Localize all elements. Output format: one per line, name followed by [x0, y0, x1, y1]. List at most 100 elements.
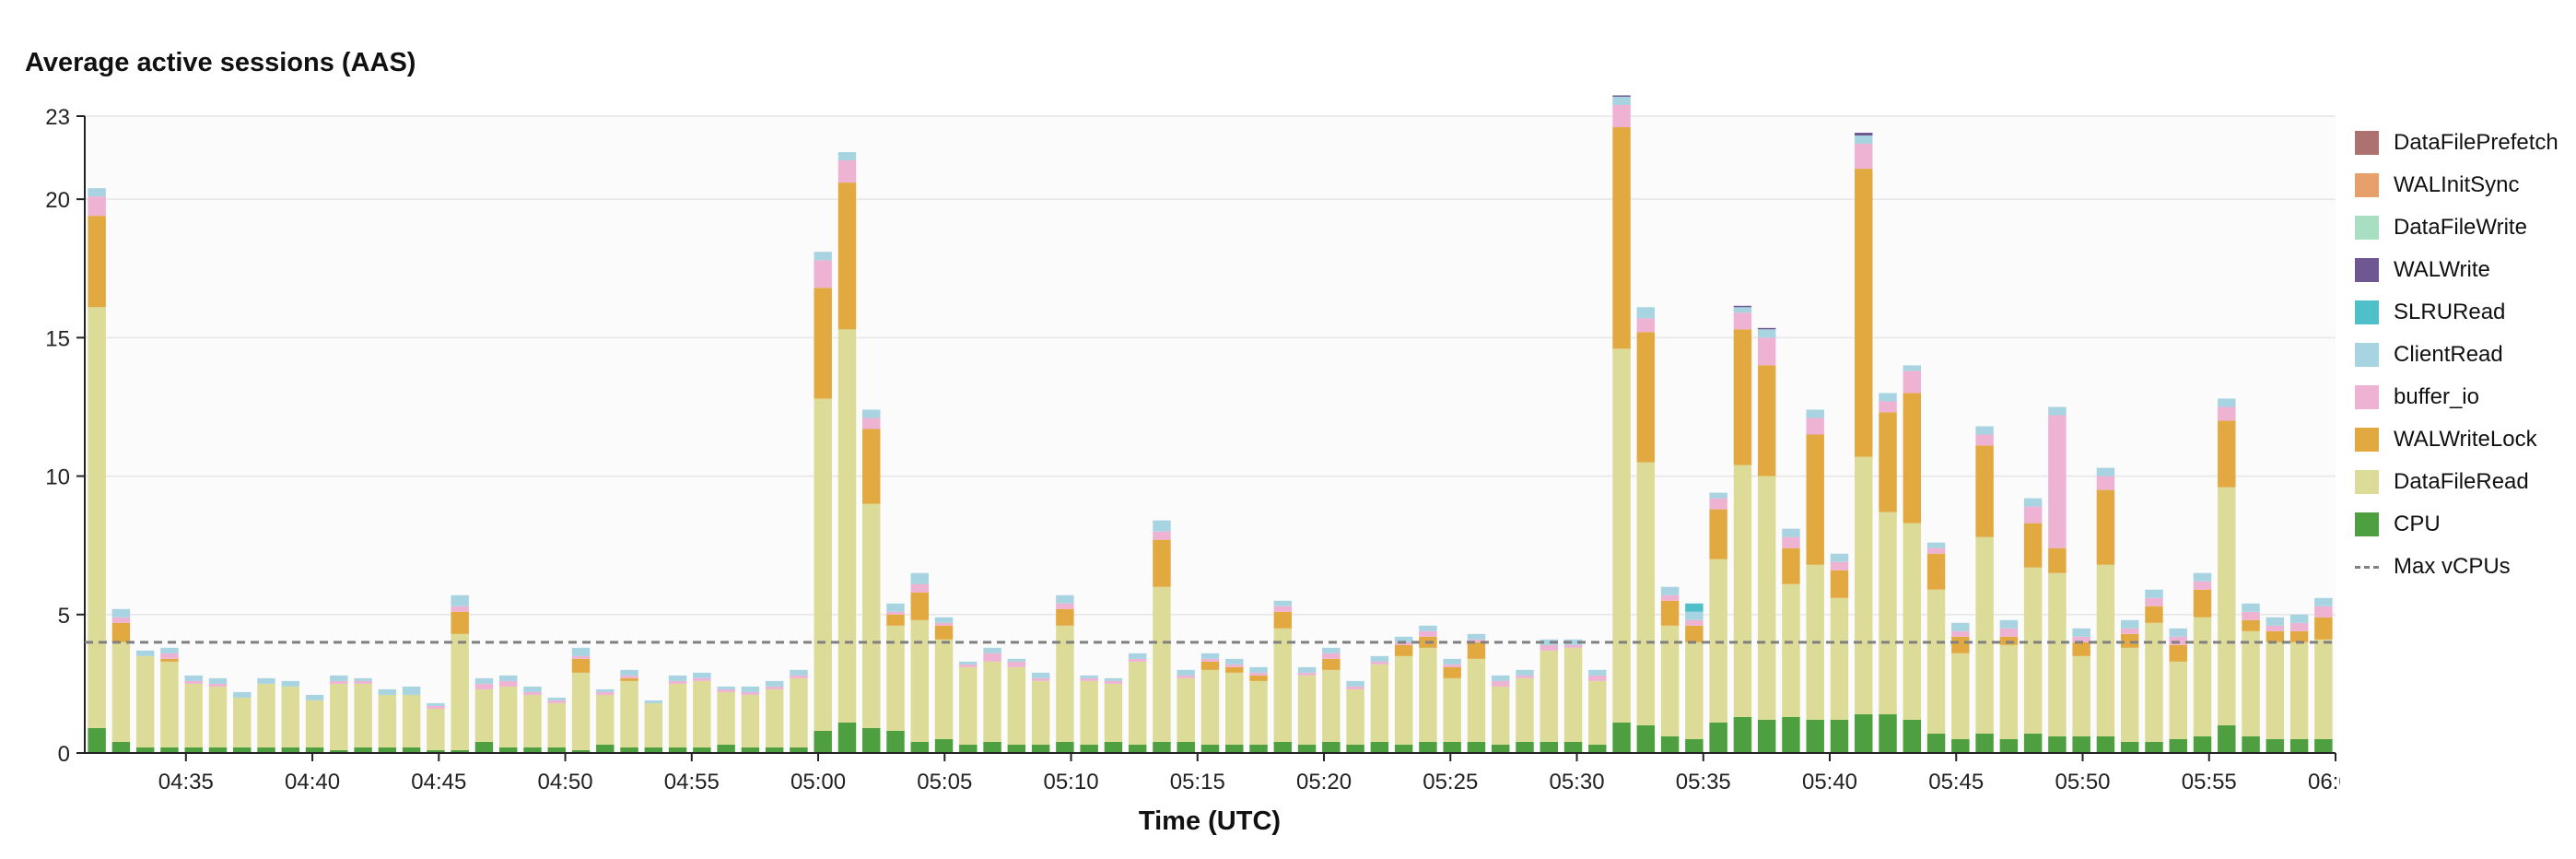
bar-segment-cpu	[1660, 735, 1680, 753]
bar-segment-walwritelock	[1443, 666, 1461, 678]
bar-segment-cpu	[837, 722, 857, 753]
bar-segment-datafileread	[1080, 680, 1098, 745]
legend-item: DataFilePrefetch	[2355, 122, 2558, 164]
x-tick-label: 05:40	[1802, 770, 1857, 794]
bar-segment-walwritelock	[1200, 661, 1220, 670]
bar-segment-datafileread	[1177, 677, 1195, 742]
bar-segment-datafileread	[1467, 658, 1486, 742]
bar-segment-cpu	[1153, 741, 1171, 753]
legend-swatch	[2355, 385, 2379, 409]
bar-segment-datafileread	[1492, 686, 1510, 745]
bar-segment-cpu	[1588, 744, 1607, 753]
x-tick-label: 05:25	[1423, 770, 1478, 794]
legend-item: DataFileRead	[2355, 461, 2558, 503]
bar-segment-buffer-io	[2145, 597, 2163, 606]
bar-segment-datafileread	[1297, 675, 1317, 745]
bar-segment-datafileread	[1636, 462, 1656, 725]
chart-title: Average active sessions (AAS)	[25, 48, 416, 77]
bar-segment-cpu	[1709, 722, 1727, 753]
bar-segment-buffer-io	[1926, 547, 1946, 554]
bar-segment-walwritelock	[2145, 606, 2163, 623]
bar-segment-clientread	[2193, 572, 2212, 582]
bar-segment-clientread	[959, 661, 978, 665]
bar-segment-cpu	[257, 747, 275, 753]
bar-segment-cpu	[1031, 744, 1050, 753]
bar-segment-datafileread	[378, 694, 397, 747]
bar-segment-walwritelock	[1951, 636, 1970, 653]
bar-segment-walwritelock	[1153, 539, 1171, 587]
bar-segment-clientread	[862, 409, 881, 418]
bar-segment-cpu	[1733, 716, 1752, 753]
bar-segment-clientread	[111, 608, 131, 618]
bar-segment-clientread	[1975, 426, 1994, 435]
bar-segment-datafileread	[1322, 669, 1341, 742]
bar-segment-buffer-io	[2314, 606, 2333, 618]
bar-segment-buffer-io	[1951, 630, 1970, 637]
bar-segment-datafileread	[330, 683, 348, 750]
bar-segment-datafileread	[1031, 680, 1050, 745]
legend-label: WALWriteLock	[2394, 427, 2537, 452]
x-tick-label: 04:45	[411, 770, 466, 794]
bar-segment-clientread	[837, 152, 857, 161]
bar-segment-cpu	[305, 747, 324, 753]
bar-segment-walwritelock	[1660, 600, 1680, 626]
legend-item: buffer_io	[2355, 376, 2558, 418]
bar-segment-clientread	[184, 675, 203, 681]
bar-segment-cpu	[814, 730, 832, 753]
bar-segment-cpu	[1346, 744, 1364, 753]
bar-segment-clientread	[644, 700, 663, 703]
bar-segment-buffer-io	[959, 664, 978, 667]
bar-segment-datafileread	[2289, 641, 2309, 739]
bar-segment-datafileread	[1951, 653, 1970, 739]
bar-segment-datafileread	[257, 683, 275, 747]
bar-segment-walwrite	[1855, 133, 1873, 136]
bar-segment-datafileread	[765, 688, 784, 747]
bar-segment-datafileread	[2145, 622, 2163, 742]
bar-segment-walwritelock	[2314, 617, 2333, 640]
bar-segment-datafileread	[790, 677, 808, 747]
bar-segment-clientread	[765, 680, 784, 687]
bar-segment-cpu	[2289, 738, 2309, 753]
bar-segment-datafileread	[184, 683, 203, 747]
bar-segment-clientread	[2169, 628, 2187, 637]
bar-segment-clientread	[1999, 619, 2019, 629]
bar-segment-cpu	[233, 747, 252, 753]
bar-segment-clientread	[1830, 553, 1849, 562]
bar-segment-clientread	[596, 688, 615, 692]
bar-segment-walwritelock	[1733, 329, 1752, 465]
bar-segment-cpu	[741, 747, 760, 753]
bar-segment-buffer-io	[2193, 581, 2212, 590]
bar-segment-datafileread	[1612, 348, 1631, 723]
bar-segment-clientread	[1419, 625, 1437, 631]
bar-segment-cpu	[1830, 719, 1849, 753]
legend-swatch	[2355, 512, 2379, 536]
bar-segment-datafileread	[934, 639, 954, 739]
bar-segment-walwritelock	[1225, 666, 1244, 673]
bar-segment-clientread	[1757, 329, 1776, 338]
bar-segment-datafileread	[1394, 655, 1413, 745]
bar-segment-walwritelock	[1757, 365, 1776, 477]
bar-segment-buffer-io	[2242, 611, 2260, 620]
bar-segment-walwritelock	[1056, 608, 1074, 626]
bar-segment-datafileread	[305, 700, 324, 747]
bar-segment-datafileread	[208, 686, 228, 747]
legend-item: DataFileWrite	[2355, 206, 2558, 249]
bar-segment-buffer-io	[160, 653, 179, 659]
bar-segment-walwritelock	[1999, 636, 2019, 645]
bar-segment-clientread	[2023, 498, 2043, 507]
bar-segment-buffer-io	[620, 675, 638, 678]
bar-segment-clientread	[281, 680, 300, 687]
legend-label: ClientRead	[2394, 342, 2503, 367]
bar-segment-buffer-io	[1031, 677, 1050, 681]
x-tick-label: 05:00	[790, 770, 846, 794]
bar-segment-cpu	[1879, 713, 1897, 753]
bar-segment-cpu	[547, 747, 566, 753]
bar-segment-clientread	[934, 617, 954, 623]
legend-swatch	[2355, 258, 2379, 282]
bar-segment-buffer-io	[1563, 644, 1583, 648]
bar-segment-clientread	[1516, 669, 1534, 676]
bar-segment-datafileread	[1660, 625, 1680, 736]
bar-segment-slruread	[1685, 603, 1704, 612]
legend: DataFilePrefetch WALInitSync DataFileWrite…	[2355, 122, 2558, 588]
bar-segment-datafileread	[523, 694, 542, 747]
